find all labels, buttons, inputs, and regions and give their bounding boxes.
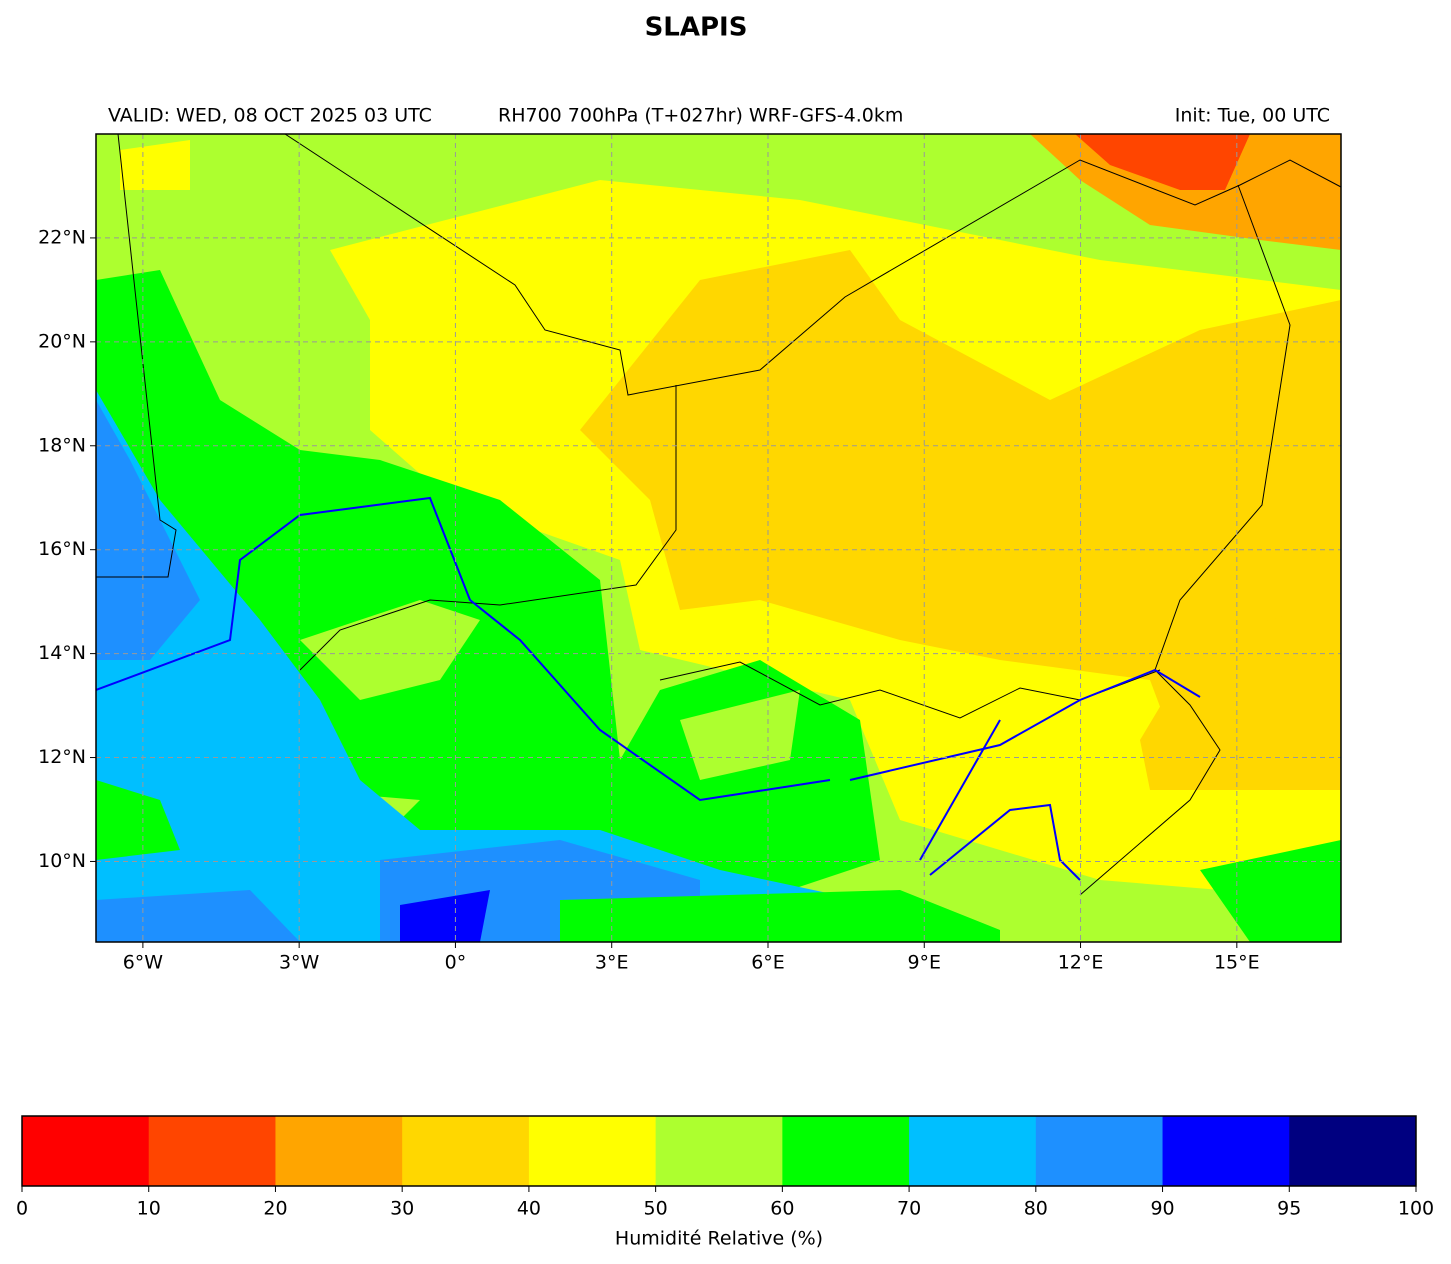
x-tick-label: 3°W [279, 952, 320, 974]
colorbar-segment [1162, 1116, 1290, 1186]
colorbar: 0 10 20 30 40 50 60 70 80 90 95 100 [16, 1115, 1434, 1220]
colorbar-label: Humidité Relative (%) [615, 1228, 823, 1250]
colorbar-segment [22, 1116, 150, 1186]
x-tick-label: 6°W [123, 952, 164, 974]
rh-field [96, 134, 1341, 942]
colorbar-tick-label: 100 [1398, 1198, 1434, 1220]
title: SLAPIS [645, 13, 748, 43]
colorbar-segment [148, 1116, 276, 1186]
colorbar-tick-label: 70 [897, 1198, 921, 1220]
colorbar-segment [402, 1116, 530, 1186]
y-tick-label: 12°N [38, 746, 86, 768]
valid-time: VALID: WED, 08 OCT 2025 03 UTC [108, 105, 432, 127]
colorbar-tick-label: 95 [1277, 1198, 1301, 1220]
init-time: Init: Tue, 00 UTC [1175, 105, 1330, 127]
y-tick-label: 22°N [38, 226, 86, 248]
y-tick-label: 10°N [38, 850, 86, 872]
product: RH700 700hPa (T+027hr) WRF-GFS-4.0km [498, 105, 903, 127]
colorbar-tick-label: 20 [263, 1198, 287, 1220]
colorbar-segment [1289, 1116, 1417, 1186]
colorbar-tick-label: 60 [770, 1198, 794, 1220]
x-tick-label: 6°E [751, 952, 785, 974]
y-tick-label: 18°N [38, 434, 86, 456]
colorbar-segment [1035, 1116, 1164, 1186]
y-tick-label: 14°N [38, 642, 86, 664]
colorbar-segment [782, 1116, 910, 1186]
colorbar-segment [909, 1116, 1037, 1186]
colorbar-segment [275, 1116, 403, 1186]
y-tick-label: 16°N [38, 538, 86, 560]
colorbar-tick-label: 30 [390, 1198, 414, 1220]
x-tick-label: 15°E [1214, 952, 1260, 974]
colorbar-tick-label: 40 [517, 1198, 541, 1220]
y-tick-label: 20°N [38, 330, 86, 352]
graticule: 6°W 3°W 0° 3°E 6°E 9°E 12°E 15°E 10°N 12°N 14°N 16°… [38, 134, 1341, 974]
x-tick-label: 9°E [907, 952, 941, 974]
map-frame [95, 133, 1342, 943]
x-tick-label: 0° [445, 952, 467, 974]
colorbar-tick-label: 10 [137, 1198, 161, 1220]
colorbar-segment [655, 1116, 783, 1186]
x-tick-label: 12°E [1058, 952, 1104, 974]
x-tick-label: 3°E [595, 952, 629, 974]
colorbar-tick-label: 80 [1024, 1198, 1048, 1220]
colorbar-tick-label: 0 [16, 1198, 28, 1220]
colorbar-segment [528, 1116, 657, 1186]
colorbar-tick-label: 90 [1150, 1198, 1174, 1220]
colorbar-frame [21, 1115, 1417, 1187]
colorbar-tick-label: 50 [644, 1198, 668, 1220]
